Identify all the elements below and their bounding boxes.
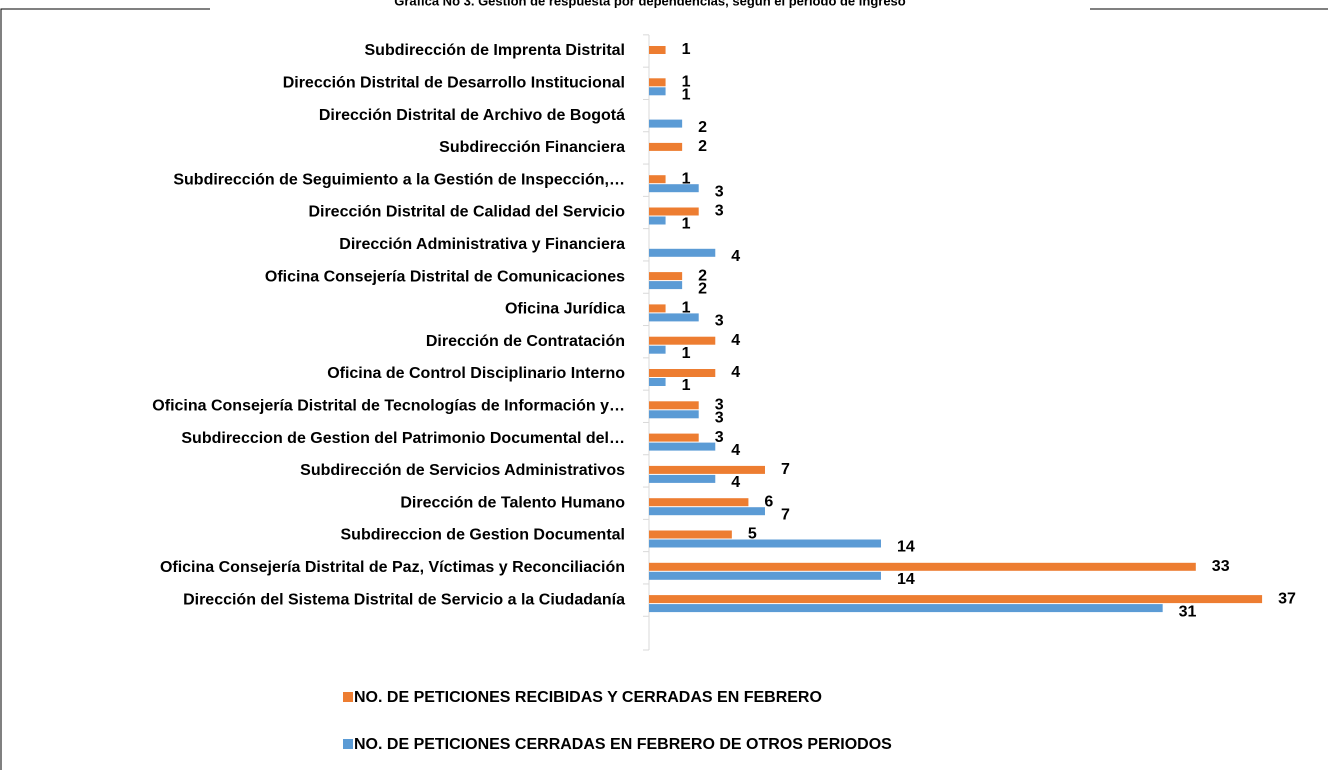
bar <box>649 539 881 548</box>
bar <box>649 78 666 87</box>
category-label: Dirección Administrativa y Financiera <box>339 236 625 253</box>
bar <box>649 272 683 281</box>
category-label: Dirección Distrital de Archivo de Bogotá <box>319 107 625 124</box>
bar <box>649 119 683 128</box>
bar <box>649 142 683 151</box>
value-label: 3 <box>715 397 724 414</box>
bar <box>649 465 765 474</box>
value-label: 7 <box>781 461 790 478</box>
bar <box>649 378 666 386</box>
category-label: Subdirección de Seguimiento a la Gestión… <box>173 171 625 188</box>
bar <box>649 507 765 516</box>
category-label: Subdirección de Servicios Administrativo… <box>300 462 625 479</box>
value-label: 4 <box>731 332 740 349</box>
value-label: 3 <box>715 410 724 427</box>
bar <box>649 87 666 96</box>
value-label: 37 <box>1278 590 1296 607</box>
bar <box>649 498 749 507</box>
value-label: 5 <box>748 526 757 543</box>
value-label: 1 <box>682 74 691 91</box>
value-label: 2 <box>698 267 707 284</box>
bar <box>649 313 699 322</box>
bar <box>649 530 732 539</box>
bar <box>649 184 699 193</box>
bar <box>649 336 716 345</box>
category-label: Dirección de Talento Humano <box>400 494 625 511</box>
value-label: 2 <box>698 138 707 155</box>
bar <box>649 410 699 419</box>
legend-swatch <box>343 739 353 749</box>
bar <box>649 175 666 184</box>
category-label: Subdireccion de Gestion del Patrimonio D… <box>181 430 625 447</box>
value-label: 7 <box>781 506 790 523</box>
bar <box>649 248 716 257</box>
bar <box>649 474 716 483</box>
category-label: Oficina Consejería Distrital de Tecnolog… <box>152 398 625 415</box>
bar <box>649 401 699 410</box>
value-label: 2 <box>698 119 707 136</box>
category-label: Subdirección Financiera <box>439 139 625 156</box>
value-label: 31 <box>1179 603 1197 620</box>
value-label: 3 <box>715 313 724 330</box>
value-label: 14 <box>897 571 915 588</box>
value-label: 1 <box>682 41 691 58</box>
value-label: 3 <box>715 429 724 446</box>
bar <box>649 595 1263 604</box>
bar <box>649 207 699 216</box>
value-label: 4 <box>731 442 740 459</box>
category-label: Oficina de Control Disciplinario Interno <box>327 365 625 382</box>
value-label: 1 <box>682 170 691 187</box>
bar <box>649 604 1163 613</box>
value-label: 1 <box>682 300 691 317</box>
category-label: Dirección Distrital de Desarrollo Instit… <box>283 75 625 92</box>
value-label: 2 <box>698 280 707 297</box>
category-label: Dirección Distrital de Calidad del Servi… <box>308 204 625 221</box>
category-label: Dirección de Contratación <box>426 333 625 350</box>
bar <box>649 433 699 442</box>
legend-label: NO. DE PETICIONES CERRADAS EN FEBRERO DE… <box>354 736 892 753</box>
value-label: 1 <box>682 377 691 394</box>
legend-swatch <box>343 692 353 702</box>
value-label: 4 <box>731 474 740 491</box>
value-label: 1 <box>682 216 691 233</box>
category-label: Dirección del Sistema Distrital de Servi… <box>183 591 625 608</box>
value-label: 1 <box>682 345 691 362</box>
value-label: 33 <box>1212 558 1230 575</box>
bar <box>649 281 683 290</box>
bar <box>649 46 666 54</box>
chart-title: Grafica No 3. Gestión de respuesta por d… <box>394 0 906 8</box>
bar <box>649 304 666 313</box>
value-label: 3 <box>715 203 724 220</box>
value-label: 4 <box>731 248 740 265</box>
value-label: 4 <box>731 364 740 381</box>
category-label: Subdirección de Imprenta Distrital <box>365 42 626 59</box>
bar <box>649 369 716 377</box>
bar <box>649 442 716 451</box>
bar <box>649 562 1196 571</box>
value-label: 3 <box>715 183 724 200</box>
category-label: Oficina Consejería Distrital de Paz, Víc… <box>160 559 625 576</box>
category-label: Subdireccion de Gestion Documental <box>341 527 626 544</box>
bar <box>649 345 666 354</box>
category-label: Oficina Consejería Distrital de Comunica… <box>265 268 625 285</box>
bar <box>649 216 666 225</box>
value-label: 6 <box>764 493 773 510</box>
category-label: Oficina Jurídica <box>505 301 625 318</box>
value-label: 14 <box>897 539 915 556</box>
bar <box>649 571 881 580</box>
value-label: 1 <box>682 87 691 104</box>
title-bg <box>210 0 1090 14</box>
legend-label: NO. DE PETICIONES RECIBIDAS Y CERRADAS E… <box>354 689 822 706</box>
